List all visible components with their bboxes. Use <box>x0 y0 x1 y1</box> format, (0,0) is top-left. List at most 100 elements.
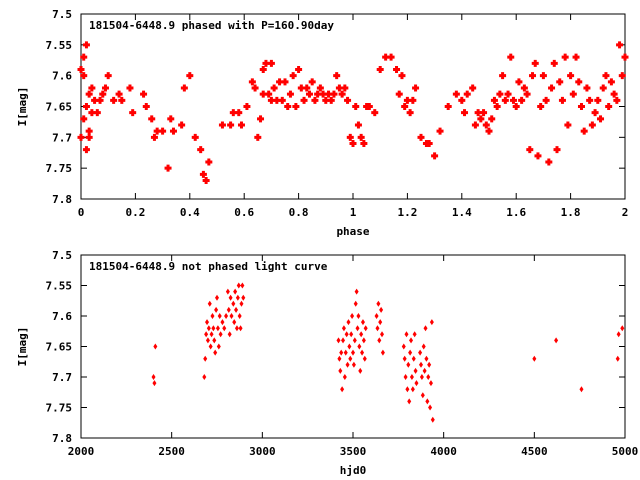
data-point <box>531 59 539 67</box>
y-tick-label: 7.7 <box>52 131 72 144</box>
data-point <box>507 53 515 61</box>
data-point <box>444 103 452 110</box>
data-point <box>352 103 360 110</box>
data-point <box>471 121 479 129</box>
data-point <box>351 361 356 368</box>
data-point <box>118 96 126 104</box>
data-point <box>428 404 433 411</box>
x-tick-label: 0.4 <box>180 206 200 219</box>
data-point <box>621 53 629 61</box>
data-point <box>126 84 134 92</box>
data-point <box>358 367 363 374</box>
data-point <box>80 53 88 61</box>
data-point <box>376 300 381 307</box>
data-point <box>207 300 212 307</box>
data-point <box>406 361 411 368</box>
data-point <box>93 109 101 117</box>
data-point <box>360 319 365 326</box>
data-point <box>413 367 418 374</box>
data-point <box>567 72 575 80</box>
data-point <box>354 288 359 295</box>
top-data-points <box>77 41 629 184</box>
data-point <box>211 325 216 332</box>
data-point <box>518 96 526 104</box>
bottom-data-points <box>151 282 625 423</box>
data-point <box>110 96 118 104</box>
data-point <box>504 90 512 98</box>
top-y-axis: 7.5 7.55 7.6 7.65 7.7 7.75 7.8 <box>46 8 625 206</box>
data-point <box>226 306 231 313</box>
data-point <box>82 103 90 110</box>
data-point <box>436 127 444 135</box>
data-point <box>615 355 620 362</box>
data-point <box>469 84 477 92</box>
bottom-y-axis-label: I[mag] <box>16 327 29 367</box>
data-point <box>401 343 406 350</box>
y-tick-label: 7.55 <box>46 39 73 52</box>
y-tick-label: 7.75 <box>46 162 73 175</box>
phased-light-curve-panel: 0 0.2 0.4 0.6 0.8 1 1.2 1.4 1.6 1.8 2 7.57.557.67.… <box>16 8 629 238</box>
data-point <box>425 398 430 405</box>
data-point <box>411 355 416 362</box>
data-point <box>248 78 256 86</box>
data-point <box>202 374 207 380</box>
x-tick-label: 3500 <box>340 445 367 458</box>
data-point <box>254 133 262 141</box>
data-point <box>426 374 431 380</box>
data-point <box>341 84 349 92</box>
data-point <box>458 96 466 104</box>
data-point <box>477 115 485 123</box>
data-point <box>352 337 357 344</box>
data-point <box>348 355 353 362</box>
data-point <box>227 121 235 129</box>
data-point <box>235 294 240 301</box>
data-point <box>237 313 242 319</box>
data-point <box>308 78 316 86</box>
data-point <box>233 288 238 295</box>
x-tick-label: 1 <box>350 206 357 219</box>
data-point <box>232 319 237 326</box>
data-point <box>237 121 245 129</box>
data-point <box>205 158 213 166</box>
data-point <box>512 103 520 110</box>
data-point <box>104 72 112 80</box>
data-point <box>618 72 626 80</box>
data-point <box>224 313 229 319</box>
data-point <box>159 127 167 135</box>
data-point <box>556 78 564 86</box>
data-point <box>380 349 385 356</box>
data-point <box>537 103 545 110</box>
data-point <box>199 170 207 178</box>
data-point <box>88 84 96 92</box>
data-point <box>355 325 360 332</box>
data-point <box>613 96 621 104</box>
bottom-y-axis: 7.5 7.55 7.6 7.65 7.7 7.75 7.8 <box>46 249 625 445</box>
data-point <box>197 146 205 154</box>
data-point <box>96 96 104 104</box>
data-point <box>351 349 355 356</box>
data-point <box>339 349 344 356</box>
top-x-axis: 0 0.2 0.4 0.6 0.8 1 1.2 1.4 1.6 1.8 2 <box>78 14 628 219</box>
data-point <box>379 306 384 313</box>
data-point <box>362 355 367 362</box>
data-point <box>216 343 221 350</box>
data-point <box>423 325 428 332</box>
data-point <box>316 84 324 92</box>
top-y-axis-label: I[mag] <box>16 87 29 127</box>
data-point <box>572 53 580 61</box>
data-point <box>305 90 313 98</box>
data-point <box>214 306 219 313</box>
data-point <box>588 121 596 129</box>
x-tick-label: 0.6 <box>234 206 254 219</box>
data-point <box>599 84 607 92</box>
data-point <box>375 325 380 332</box>
x-tick-label: 1.2 <box>397 206 417 219</box>
data-point <box>115 90 123 98</box>
data-point <box>153 343 158 350</box>
data-point <box>558 96 566 104</box>
data-point <box>150 133 158 141</box>
data-point <box>336 337 341 344</box>
x-tick-label: 2000 <box>68 445 95 458</box>
data-point <box>303 84 311 92</box>
data-point <box>202 177 210 184</box>
